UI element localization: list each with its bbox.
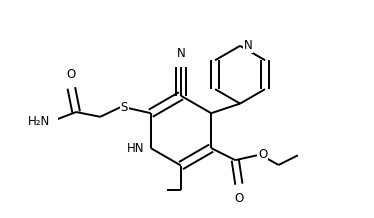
Text: O: O [258, 148, 267, 161]
Text: S: S [120, 101, 128, 114]
Text: HN: HN [127, 142, 145, 155]
Text: O: O [234, 192, 243, 205]
Text: H₂N: H₂N [27, 115, 50, 128]
Text: O: O [67, 68, 76, 81]
Text: N: N [177, 47, 186, 60]
Text: N: N [244, 39, 252, 52]
